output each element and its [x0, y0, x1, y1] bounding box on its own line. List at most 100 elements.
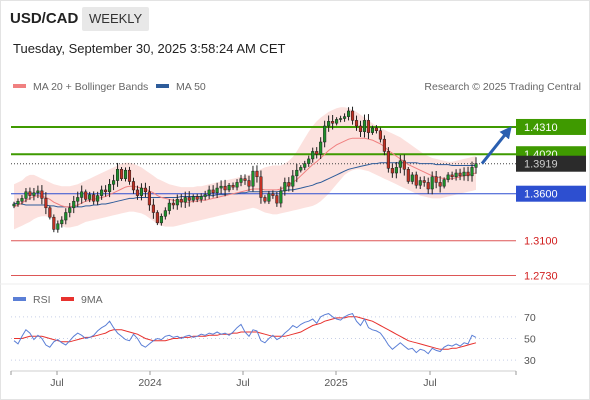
pivot-tag — [516, 185, 586, 202]
candle-down — [315, 151, 319, 155]
resistance-tag-label: 1.4310 — [524, 122, 558, 134]
x-tick-label: 2024 — [138, 377, 162, 389]
candle-up — [64, 212, 68, 221]
candle-up — [319, 141, 323, 155]
ma20-line — [13, 137, 477, 208]
candle-up — [339, 118, 343, 120]
ma9-legend-label: 9MA — [81, 294, 103, 306]
candle-up — [72, 200, 76, 209]
last-price-tag — [516, 155, 586, 172]
candle-up — [56, 223, 60, 230]
candle-up — [267, 193, 271, 202]
candle-up — [139, 187, 143, 196]
rsi-tick-label: 30 — [524, 355, 536, 367]
candle-down — [155, 212, 159, 224]
bollinger-band — [14, 107, 476, 230]
candle-up — [430, 176, 434, 190]
symbol-title: USD/CAD — [10, 10, 79, 27]
candle-up — [36, 190, 40, 194]
rsi-legend-label: RSI — [33, 294, 51, 306]
candle-up — [470, 167, 474, 177]
ma9-legend-swatch — [61, 297, 74, 301]
candle-up — [88, 194, 92, 200]
candle-down — [466, 171, 470, 177]
candle-up — [283, 182, 287, 192]
candle-down — [211, 189, 215, 194]
rsi-tick-label: 70 — [524, 312, 536, 324]
candle-down — [135, 189, 140, 196]
candle-up — [347, 110, 351, 117]
candle-down — [243, 178, 247, 181]
pivot-tag-label: 1.3600 — [524, 189, 558, 201]
candle-up — [24, 191, 28, 199]
candle-up — [227, 184, 231, 191]
candle-up — [446, 174, 450, 180]
x-tick-label: Jul — [236, 377, 249, 389]
candle-up — [327, 121, 331, 127]
candle-up — [335, 119, 339, 124]
candle-down — [147, 191, 151, 206]
ma20-legend-label: MA 20 + Bollinger Bands — [33, 81, 148, 93]
rsi-panel: 70 50 30 — [11, 312, 536, 367]
x-axis: Jul 2024 Jul 2025 Jul — [10, 371, 517, 389]
candle-down — [179, 199, 183, 203]
candle-down — [275, 195, 279, 204]
candle-down — [414, 174, 418, 186]
candle-down — [40, 190, 44, 199]
candle-up — [76, 197, 80, 202]
candle-down — [350, 110, 355, 121]
candle-down — [28, 191, 32, 196]
candle-up — [398, 160, 402, 168]
candle-up — [323, 125, 327, 143]
candle-up — [112, 180, 116, 185]
candle-down — [422, 180, 426, 183]
candle-up — [418, 180, 422, 186]
candle-down — [331, 121, 335, 124]
candle-up — [291, 175, 295, 187]
candle-up — [343, 116, 347, 119]
candle-down — [195, 196, 199, 200]
candle-down — [438, 182, 442, 187]
ma20-legend-swatch — [13, 84, 26, 88]
candle-up — [163, 210, 167, 217]
x-tick-label: Jul — [50, 377, 63, 389]
candle-down — [271, 193, 275, 196]
resistance-tag — [516, 118, 586, 135]
candle-up — [96, 195, 100, 202]
candle-down — [247, 180, 251, 187]
candle-up — [159, 216, 163, 224]
candle-down — [259, 176, 263, 198]
last-price-label: 1.3919 — [524, 159, 558, 171]
period-button[interactable]: WEEKLY — [82, 7, 150, 31]
ma50-legend-label: MA 50 — [176, 81, 206, 93]
candle-down — [366, 120, 371, 133]
candle-up — [116, 169, 120, 181]
candle-down — [426, 182, 430, 190]
candle-up — [80, 191, 84, 198]
candle-down — [119, 169, 124, 179]
candle-up — [215, 187, 219, 194]
candle-up — [32, 192, 36, 196]
candle-up — [108, 184, 112, 193]
candle-up — [100, 189, 104, 196]
candle-down — [171, 202, 175, 206]
candle-up — [175, 199, 179, 206]
candle-down — [223, 185, 227, 191]
candle-up — [370, 127, 374, 133]
candle-up — [219, 185, 223, 189]
candle-down — [458, 172, 462, 177]
candle-up — [207, 189, 211, 195]
candle-down — [44, 198, 48, 209]
candle-down — [358, 125, 363, 132]
candle-down — [231, 184, 235, 188]
candle-up — [167, 202, 171, 211]
candle-down — [263, 197, 267, 202]
candle-up — [203, 194, 207, 197]
forecast-arrow-up — [480, 126, 512, 165]
candle-up — [454, 172, 458, 178]
candle-up — [299, 167, 303, 171]
candle-down — [354, 120, 359, 127]
candle-down — [48, 207, 52, 218]
candle-down — [386, 151, 390, 169]
